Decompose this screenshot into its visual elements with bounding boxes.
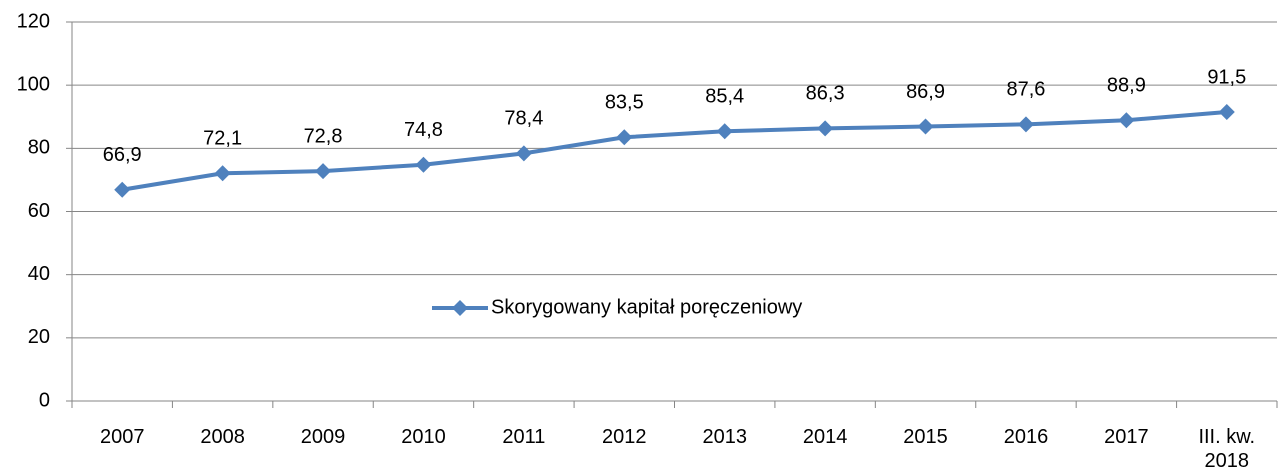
data-label: 88,9 (1107, 75, 1146, 97)
y-tick-label: 80 (28, 137, 50, 159)
data-label: 86,3 (806, 83, 845, 105)
data-label: 74,8 (404, 119, 443, 141)
x-tick-label: 2011 (502, 426, 546, 448)
marker (515, 145, 532, 162)
x-tick-label: 2014 (802, 426, 848, 448)
data-label: 72,1 (203, 128, 242, 150)
marker (315, 163, 332, 180)
x-tick-label: 2016 (1003, 426, 1049, 448)
marker (1017, 116, 1034, 133)
x-tick-label: 2017 (1104, 426, 1149, 448)
marker (616, 129, 633, 146)
data-label: 87,6 (1006, 79, 1045, 101)
marker (415, 156, 432, 173)
marker (917, 118, 934, 135)
marker (1218, 104, 1235, 121)
y-tick-label: 20 (28, 326, 50, 348)
x-tick-label: 2013 (702, 426, 747, 448)
marker (716, 123, 733, 140)
marker (214, 165, 231, 182)
line (121, 110, 1227, 192)
x-tick-label: 2009 (300, 426, 346, 448)
data-label: 91,5 (1207, 66, 1246, 88)
marker (1118, 112, 1135, 129)
y-tick-label: 60 (28, 200, 50, 222)
x-tick-label: III. kw. 2018 (1198, 426, 1256, 472)
x-tick-label: 2015 (903, 426, 948, 448)
x-tick-label: 2010 (401, 426, 446, 448)
x-tick-label: 2012 (602, 426, 647, 448)
y-tick-label: 120 (17, 10, 50, 32)
legend-label: Skorygowany kapitał poręczeniowy (491, 296, 802, 318)
data-label: 72,8 (304, 125, 343, 147)
y-tick-label: 40 (28, 263, 50, 285)
data-label: 66,9 (103, 144, 142, 166)
data-label: 78,4 (504, 108, 543, 130)
data-label: 83,5 (605, 92, 644, 114)
data-label: 86,9 (906, 81, 945, 103)
data-label: 85,4 (705, 86, 744, 108)
legend-marker (452, 300, 468, 316)
x-tick-label: 2008 (200, 426, 245, 448)
y-tick-label: 0 (39, 389, 50, 411)
marker (114, 181, 131, 198)
x-tick-label: 2007 (99, 426, 145, 448)
y-tick-label: 100 (17, 73, 50, 95)
marker (817, 120, 834, 137)
